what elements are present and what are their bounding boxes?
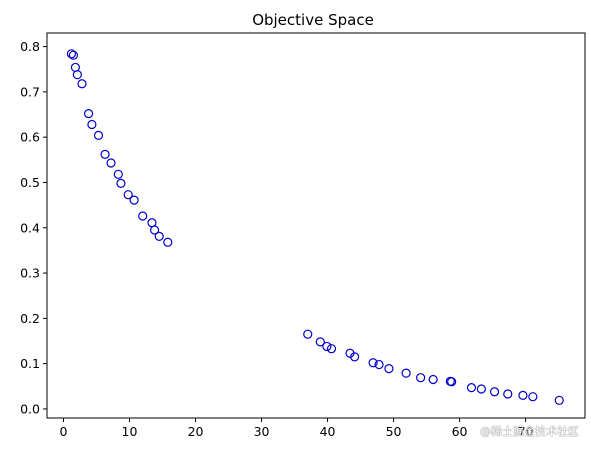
x-tick-label: 0 bbox=[60, 424, 68, 439]
data-point bbox=[350, 352, 360, 362]
data-point bbox=[87, 119, 97, 130]
data-point bbox=[129, 195, 139, 205]
y-tick-label: 0.8 bbox=[20, 39, 40, 54]
data-point bbox=[518, 390, 528, 400]
data-point bbox=[401, 368, 411, 378]
data-point bbox=[100, 149, 110, 159]
data-point bbox=[66, 49, 77, 59]
x-tick-label: 60 bbox=[452, 424, 468, 439]
x-tick-label: 30 bbox=[254, 424, 270, 439]
y-tick-label: 0.0 bbox=[20, 401, 40, 416]
data-point bbox=[72, 70, 82, 80]
data-point bbox=[150, 225, 160, 235]
data-point bbox=[154, 231, 164, 241]
data-point bbox=[123, 190, 133, 200]
plot-area-frame bbox=[46, 32, 586, 419]
y-tick-label: 0.4 bbox=[20, 220, 40, 235]
data-point bbox=[416, 373, 426, 383]
data-point bbox=[384, 364, 394, 374]
data-point bbox=[489, 387, 500, 397]
x-tick-label: 10 bbox=[122, 424, 138, 439]
x-tick-label: 40 bbox=[320, 424, 336, 439]
data-point bbox=[368, 358, 378, 368]
y-axis: 0.0 0.1 0.2 0.3 0.4 0.5 0.6 0.7 0.8 bbox=[20, 39, 47, 416]
data-point bbox=[476, 384, 486, 394]
data-points bbox=[66, 49, 564, 405]
data-point bbox=[77, 79, 87, 89]
data-point bbox=[428, 374, 438, 385]
data-point bbox=[374, 359, 384, 370]
data-point bbox=[68, 50, 79, 60]
data-point bbox=[163, 237, 173, 247]
data-point bbox=[303, 329, 313, 339]
data-point bbox=[116, 178, 126, 188]
x-tick-label: 50 bbox=[386, 424, 402, 439]
data-point bbox=[106, 158, 116, 168]
x-axis: 0 10 20 30 40 50 60 70 bbox=[60, 418, 534, 439]
data-point bbox=[138, 211, 148, 221]
data-point bbox=[93, 130, 104, 140]
y-tick-label: 0.7 bbox=[20, 84, 40, 99]
data-point bbox=[447, 377, 457, 387]
y-tick-label: 0.6 bbox=[20, 130, 40, 145]
data-point bbox=[113, 169, 123, 179]
y-tick-label: 0.5 bbox=[20, 175, 40, 190]
data-point bbox=[528, 392, 538, 402]
y-tick-label: 0.2 bbox=[20, 311, 40, 326]
data-point bbox=[503, 389, 513, 399]
watermark-text: @稀土掘金技术社区 bbox=[480, 425, 579, 438]
data-point bbox=[83, 109, 94, 119]
chart-title: Objective Space bbox=[252, 11, 374, 29]
data-point bbox=[554, 395, 564, 405]
y-tick-label: 0.3 bbox=[20, 266, 40, 281]
y-tick-label: 0.1 bbox=[20, 356, 40, 371]
data-point bbox=[315, 337, 325, 347]
data-point bbox=[466, 383, 477, 393]
data-point bbox=[326, 344, 337, 354]
data-point bbox=[322, 341, 332, 352]
x-tick-label: 20 bbox=[188, 424, 204, 439]
x-tick-label: 70 bbox=[518, 424, 534, 439]
